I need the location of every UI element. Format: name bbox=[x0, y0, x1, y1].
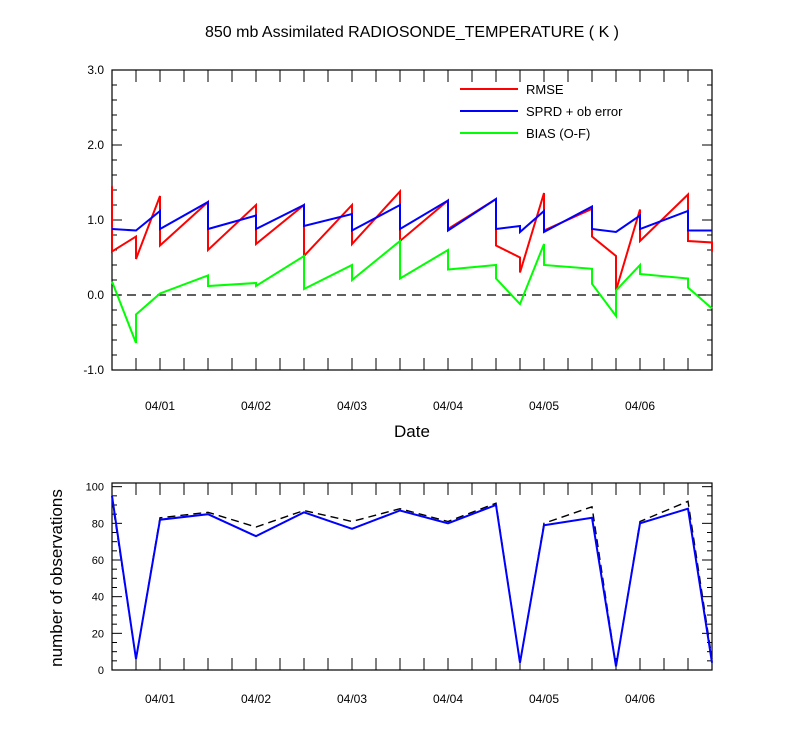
x-tick-label: 04/03 bbox=[337, 692, 367, 706]
x-tick-label: 04/01 bbox=[145, 692, 175, 706]
y-tick-label: 0 bbox=[98, 665, 104, 677]
x-tick-label: 04/03 bbox=[337, 399, 367, 413]
y-tick-label: 80 bbox=[92, 518, 104, 530]
y-tick-label: 2.0 bbox=[87, 138, 104, 152]
x-tick-label: 04/04 bbox=[433, 399, 463, 413]
plot-frame bbox=[111, 482, 713, 671]
x-tick-label: 04/06 bbox=[625, 692, 655, 706]
series-line-assimilated-observations bbox=[111, 495, 713, 667]
y-tick-label: 20 bbox=[92, 628, 104, 640]
series-line-possible-observations bbox=[111, 499, 713, 667]
series-line-bias-o-f bbox=[111, 238, 713, 344]
x-tick-label: 04/01 bbox=[145, 399, 175, 413]
legend-label: BIAS (O-F) bbox=[526, 126, 590, 141]
y-tick-label: 40 bbox=[92, 592, 104, 604]
x-tick-label: 04/02 bbox=[241, 692, 271, 706]
y-tick-label: 60 bbox=[92, 555, 104, 567]
x-tick-label: 04/05 bbox=[529, 692, 559, 706]
x-tick-label: 04/02 bbox=[241, 399, 271, 413]
bottom-plot: 0 20 40 60 80 100 04/01 04/02 04/03 04/04 04/05 04/… bbox=[86, 482, 713, 706]
x-axis-label: Date bbox=[394, 422, 430, 441]
y-axis-label-observations: number of observations bbox=[47, 489, 66, 667]
x-tick-label: 04/04 bbox=[433, 692, 463, 706]
series-line-sprd-ob-error bbox=[111, 197, 712, 235]
chart-title: 850 mb Assimilated RADIOSONDE_TEMPERATUR… bbox=[205, 24, 619, 41]
y-tick-label: 3.0 bbox=[87, 63, 104, 77]
x-tick-label: 04/05 bbox=[529, 399, 559, 413]
top-plot: -1.0 0.0 1.0 2.0 3.0 04/01 04/02 04/03 04/04 04/0… bbox=[83, 63, 713, 413]
legend-label: SPRD + ob error bbox=[526, 104, 623, 119]
x-tick-label: 04/06 bbox=[625, 399, 655, 413]
y-tick-label: -1.0 bbox=[83, 363, 104, 377]
legend-label: RMSE bbox=[526, 82, 564, 97]
y-tick-label: 100 bbox=[86, 482, 104, 494]
series-line-rmse bbox=[111, 186, 713, 291]
y-tick-label: 0.0 bbox=[87, 288, 104, 302]
y-tick-label: 1.0 bbox=[87, 213, 104, 227]
